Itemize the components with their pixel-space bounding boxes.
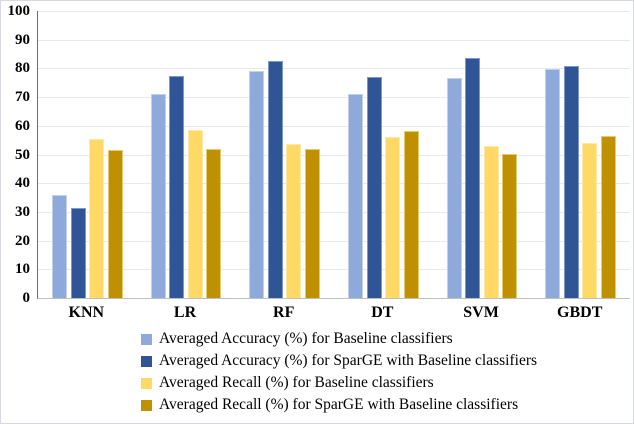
legend-label: Averaged Recall (%) for SparGE with Base… xyxy=(159,396,519,413)
gridline xyxy=(38,68,630,70)
legend-swatch-icon xyxy=(141,377,152,389)
x-axis-label-lr: LR xyxy=(173,304,197,321)
gridline xyxy=(38,269,630,271)
x-axis-label-knn: KNN xyxy=(68,304,105,321)
bar-groups xyxy=(38,11,630,298)
gridline xyxy=(38,211,630,213)
bar-series1-dt xyxy=(348,94,364,298)
y-tick-label: 60 xyxy=(15,117,30,134)
bar-group-gbdt xyxy=(531,11,630,298)
bar-series3-dt xyxy=(385,137,401,298)
gridline xyxy=(38,240,630,242)
bar-series2-dt xyxy=(366,77,382,298)
x-axis-label-dt: DT xyxy=(371,304,394,321)
bar-group-knn xyxy=(38,11,137,298)
gridline xyxy=(38,97,630,99)
legend-swatch-icon xyxy=(141,355,152,367)
bar-series2-gbdt xyxy=(563,65,579,298)
bar-series1-lr xyxy=(150,94,166,298)
bar-series2-svm xyxy=(465,58,481,298)
y-tick-label: 100 xyxy=(7,3,31,19)
bar-series2-knn xyxy=(70,207,86,298)
bar-group-rf xyxy=(235,11,334,298)
legend-item: Averaged Accuracy (%) for SparGE with Ba… xyxy=(141,350,537,372)
bar-series3-gbdt xyxy=(582,143,598,298)
bar-series1-knn xyxy=(52,194,68,298)
gridline xyxy=(38,183,630,185)
legend-label: Averaged Accuracy (%) for Baseline class… xyxy=(159,330,453,347)
y-tick-label: 10 xyxy=(15,261,30,278)
y-tick-label: 80 xyxy=(15,60,30,77)
bar-series4-lr xyxy=(206,148,222,298)
legend-swatch-icon xyxy=(141,399,152,411)
bar-group-lr xyxy=(137,11,236,298)
y-tick-label: 30 xyxy=(15,203,30,220)
legend-label: Averaged Recall (%) for Baseline classif… xyxy=(159,374,434,391)
bar-series2-rf xyxy=(267,61,283,298)
bar-series3-lr xyxy=(187,130,203,298)
x-axis-label-svm: SVM xyxy=(463,304,499,321)
y-tick-label: 90 xyxy=(15,31,30,48)
legend-label: Averaged Accuracy (%) for SparGE with Ba… xyxy=(159,352,538,369)
bar-series4-rf xyxy=(304,148,320,298)
legend-item: Averaged Recall (%) for Baseline classif… xyxy=(141,372,537,394)
bar-series3-svm xyxy=(483,145,499,298)
gridline xyxy=(38,11,630,12)
y-tick-label: 0 xyxy=(22,290,31,306)
bar-series1-rf xyxy=(249,71,265,298)
legend-item: Averaged Accuracy (%) for Baseline class… xyxy=(141,328,537,350)
bar-series3-rf xyxy=(286,144,302,298)
y-tick-label: 40 xyxy=(15,175,30,192)
bar-series1-gbdt xyxy=(545,68,561,298)
gridline xyxy=(38,125,630,127)
x-axis-label-gbdt: GBDT xyxy=(557,304,603,321)
bar-series4-dt xyxy=(403,130,419,298)
bar-series1-svm xyxy=(446,78,462,298)
x-axis-labels: KNN LR RF DT SVM GBDT xyxy=(37,304,629,322)
gridline xyxy=(38,154,630,156)
x-axis-label-rf: RF xyxy=(273,304,295,321)
bar-series4-knn xyxy=(107,150,123,298)
bar-series4-svm xyxy=(502,153,518,298)
y-tick-label: 50 xyxy=(15,146,30,163)
bar-group-svm xyxy=(433,11,532,298)
plot-area xyxy=(37,11,630,299)
y-tick-label: 70 xyxy=(15,89,30,106)
legend-swatch-icon xyxy=(141,333,152,345)
bar-series4-gbdt xyxy=(600,135,616,298)
chart-legend: Averaged Accuracy (%) for Baseline class… xyxy=(141,328,537,416)
bar-series2-lr xyxy=(169,75,185,298)
bar-series3-knn xyxy=(89,138,105,298)
bar-group-dt xyxy=(334,11,433,298)
y-tick-label: 20 xyxy=(15,232,30,249)
legend-item: Averaged Recall (%) for SparGE with Base… xyxy=(141,394,537,416)
gridline xyxy=(38,39,630,41)
